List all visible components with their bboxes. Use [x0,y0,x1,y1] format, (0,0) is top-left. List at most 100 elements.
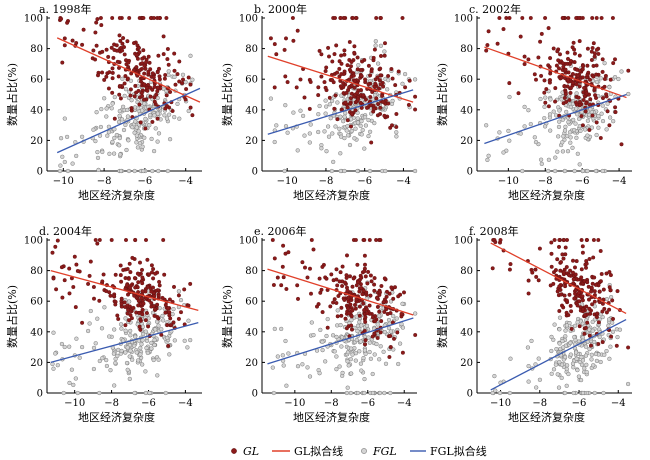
gl-point [100,49,105,54]
fgl-point [542,124,548,129]
fgl-point [529,338,534,344]
fgl-point [323,111,328,116]
gl-point [559,75,564,80]
panel-b-xtick-label: −4 [396,176,411,187]
fgl-point [309,320,314,325]
gl-point [125,292,130,297]
panel-b-fgl-fit-line [267,89,414,135]
fgl-point [345,133,351,138]
fgl-point [361,355,366,361]
gl-point [407,78,412,83]
gl-point [346,311,351,316]
fgl-point [600,168,605,174]
fgl-point [583,127,588,132]
panel-b-ytick-label: 0 [252,167,258,178]
fgl-point [556,134,561,139]
fgl-point [51,366,56,371]
fgl-point [308,122,313,127]
gl-point [566,16,571,21]
gl-point [283,36,288,41]
gl-point [584,238,589,243]
gl-point [382,41,387,46]
fgl-point [366,133,371,139]
fgl-point [575,151,580,156]
gl-point [332,297,337,302]
gl-point [401,290,406,295]
fgl-point [171,306,176,312]
gl-point [587,127,592,132]
fgl-point [102,96,107,101]
fgl-point [599,111,604,116]
fgl-point [560,149,566,154]
fgl-point [123,350,128,355]
fgl-point [323,359,328,364]
fgl-point [585,133,590,138]
gl-point [327,95,332,100]
panel-b-ytick-label: 20 [245,136,258,147]
fgl-point [147,123,152,128]
gl-point [329,272,334,277]
fgl-point [349,128,354,134]
gl-point [112,48,117,53]
gl-point [584,259,589,264]
gl-point [286,250,291,255]
gl-point [583,265,588,270]
gl-point [561,270,566,275]
panel-b-ytick-label: 60 [245,75,258,86]
fgl-point [611,119,616,124]
gl-point [579,238,584,243]
gl-point [333,93,338,98]
panel-f-ytick-label: 100 [454,236,473,247]
gl-point [354,283,359,288]
gl-point [281,275,286,280]
panel-d-xtick-label: −6 [141,398,156,409]
gl-point [60,60,65,65]
gl-point [59,16,64,21]
fgl-point [62,159,67,165]
fgl-point [95,155,101,161]
gl-point [588,97,593,102]
gl-point [362,262,367,267]
gl-point [591,255,596,260]
fgl-point [152,337,157,343]
gl-point [394,124,399,129]
fgl-point [551,109,556,114]
fgl-point [133,334,138,339]
fgl-point [554,346,559,352]
panel-d-xtick-label: −10 [64,398,85,409]
fgl-point [594,79,600,85]
gl-point [549,240,554,245]
gl-point [104,47,109,52]
fgl-point [359,119,364,124]
gl-point [560,61,565,66]
fgl-point [571,365,576,370]
fgl-point [143,116,148,122]
gl-point [330,77,335,82]
fgl-point [589,352,594,357]
fgl-point [62,116,67,121]
gl-point [353,108,358,113]
gl-point [95,73,100,78]
fgl-point [73,376,78,381]
fgl-point [100,356,105,361]
gl-point [128,93,133,98]
gl-point [283,74,288,79]
gl-point [70,38,75,43]
gl-point [281,243,286,248]
fgl-point [338,151,343,156]
gl-point [317,48,322,53]
gl-point [170,108,175,113]
gl-point [142,71,147,76]
gl-point [384,307,389,312]
fgl-point [112,94,117,100]
fgl-point [591,363,596,368]
fgl-point [123,87,129,92]
gl-point [127,261,132,266]
gl-point [354,297,359,302]
fgl-point [356,63,361,68]
fgl-point [373,39,378,44]
gl-point [143,318,148,323]
gl-point [395,330,400,335]
fgl-point [507,390,513,396]
